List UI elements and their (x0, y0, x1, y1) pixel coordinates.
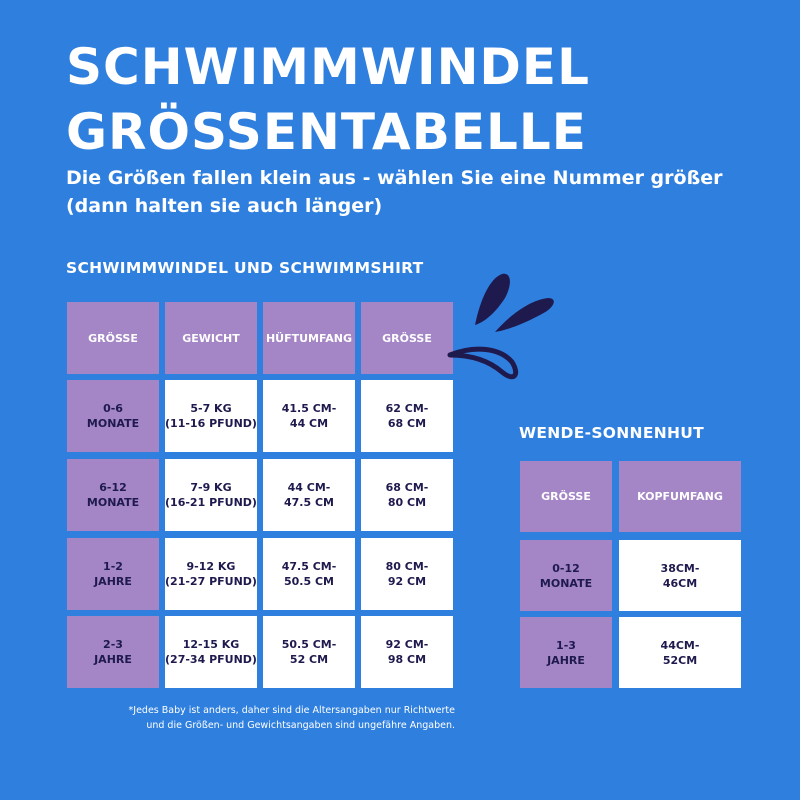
table-cell: 44CM- 52CM (619, 617, 741, 688)
table-cell: 41.5 CM- 44 CM (263, 380, 355, 452)
splash-drops-icon (447, 273, 554, 380)
table-cell: 12-15 KG (27-34 PFUND) (165, 616, 257, 688)
table-cell: 92 CM- 98 CM (361, 616, 453, 688)
table2-heading: WENDE-SONNENHUT (519, 424, 705, 442)
column-header: KOPFUMFANG (619, 461, 741, 532)
row-label: 1-2 JAHRE (67, 538, 159, 610)
footnote: *Jedes Baby ist anders, daher sind die A… (128, 705, 455, 731)
table-cell: 68 CM- 80 CM (361, 459, 453, 531)
row-label: 1-3 JAHRE (520, 617, 612, 688)
table-cell: 62 CM- 68 CM (361, 380, 453, 452)
row-label: 2-3 JAHRE (67, 616, 159, 688)
table-cell: 38CM- 46CM (619, 540, 741, 611)
table-cell: 44 CM- 47.5 CM (263, 459, 355, 531)
table-cell: 47.5 CM- 50.5 CM (263, 538, 355, 610)
table-cell: 80 CM- 92 CM (361, 538, 453, 610)
table1-heading: SCHWIMMWINDEL UND SCHWIMMSHIRT (66, 259, 424, 277)
column-header: GRÖSSE (67, 302, 159, 374)
row-label: 0-12 MONATE (520, 540, 612, 611)
table-cell: 7-9 KG (16-21 PFUND) (165, 459, 257, 531)
table-cell: 5-7 KG (11-16 PFUND) (165, 380, 257, 452)
column-header: HÜFTUMFANG (263, 302, 355, 374)
table-cell: 9-12 KG (21-27 PFUND) (165, 538, 257, 610)
row-label: 6-12 MONATE (67, 459, 159, 531)
column-header: GEWICHT (165, 302, 257, 374)
table-cell: 50.5 CM- 52 CM (263, 616, 355, 688)
title-line-2: GRÖSSENTABELLE (66, 103, 587, 161)
row-label: 0-6 MONATE (67, 380, 159, 452)
subtitle: Die Größen fallen klein aus - wählen Sie… (66, 167, 723, 217)
title-line-1: SCHWIMMWINDEL (66, 38, 590, 96)
column-header: GRÖSSE (520, 461, 612, 532)
column-header: GRÖSSE (361, 302, 453, 374)
